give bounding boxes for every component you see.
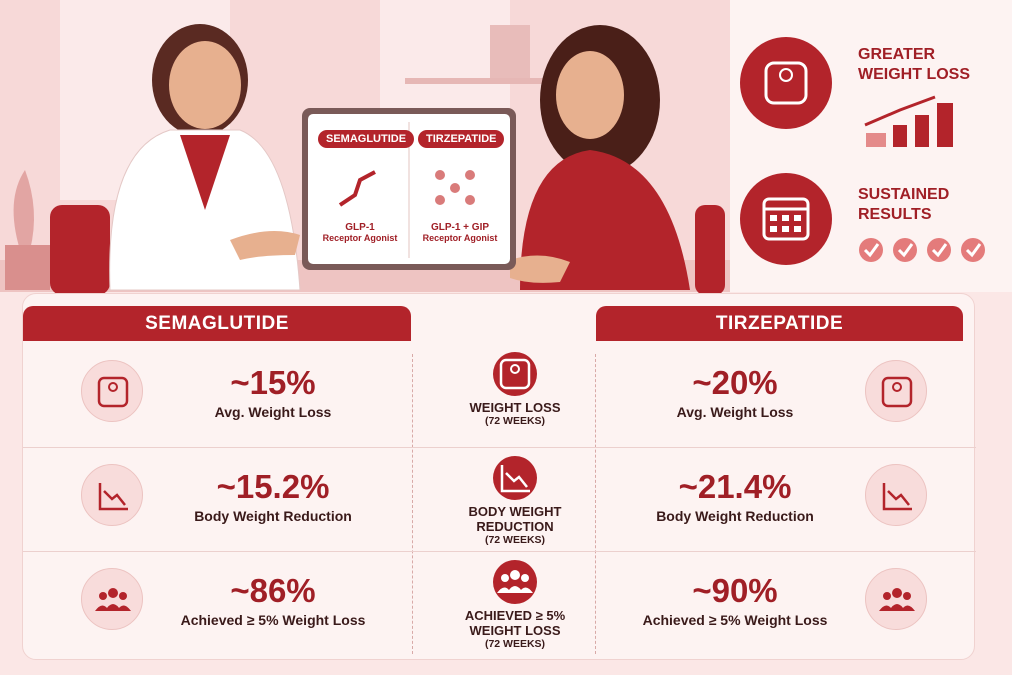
left-value: ~15.2% <box>216 468 330 505</box>
tablet-right-title: TIRZEPATIDE <box>418 130 505 148</box>
metric: BODY WEIGHT REDUCTION (72 WEEKS) <box>435 456 595 546</box>
metric-period: (72 WEEKS) <box>484 415 546 427</box>
scale-icon <box>740 37 832 129</box>
right-label: Body Weight Reduction <box>656 508 814 524</box>
comparison-row: ~86% Achieved ≥ 5% Weight Loss ~90% Achieve… <box>23 552 976 656</box>
row-icon <box>865 464 927 526</box>
hero-illustration <box>0 0 1012 295</box>
comparison-row: ~15% Avg. Weight Loss ~20% Avg. Weight Loss… <box>23 344 976 448</box>
left-value: ~86% <box>230 572 316 609</box>
right-header: TIRZEPATIDE <box>596 306 963 341</box>
comparison-row: ~15.2% Body Weight Reduction ~21.4% Body We… <box>23 448 976 552</box>
mechanism: GLP-1 <box>345 222 375 233</box>
metric-period: (72 WEEKS) <box>484 534 546 546</box>
tablet-left-title: SEMAGLUTIDE <box>318 130 415 148</box>
row-icon <box>865 360 927 422</box>
calendar-icon <box>740 173 832 265</box>
row-icon <box>81 464 143 526</box>
highlight-label: SUSTAINED RESULTS <box>858 186 950 223</box>
metric: ACHIEVED ≥ 5% WEIGHT LOSS (72 WEEKS) <box>435 560 595 650</box>
left-label: Avg. Weight Loss <box>214 404 332 420</box>
metric-name: ACHIEVED ≥ 5% WEIGHT LOSS <box>464 608 566 638</box>
row-icon <box>81 360 143 422</box>
left-label: Body Weight Reduction <box>194 508 352 524</box>
tablet-right-mechanism: GLP-1 + GIP Receptor Agonist <box>410 222 510 243</box>
metric-period: (72 WEEKS) <box>484 638 546 650</box>
right-label: Achieved ≥ 5% Weight Loss <box>642 612 828 628</box>
mechanism-detail: Receptor Agonist <box>322 233 398 243</box>
left-value: ~15% <box>230 364 316 401</box>
row-icon <box>81 568 143 630</box>
right-label: Avg. Weight Loss <box>676 404 794 420</box>
comparison-card: SEMAGLUTIDE TIRZEPATIDE ~15% Avg. Weight … <box>22 293 976 660</box>
left-label: Achieved ≥ 5% Weight Loss <box>180 612 366 628</box>
tablet-left-mechanism: GLP-1 Receptor Agonist <box>310 222 410 243</box>
metric: WEIGHT LOSS (72 WEEKS) <box>435 352 595 427</box>
metric-icon <box>493 560 537 604</box>
row-icon <box>865 568 927 630</box>
right-value: ~21.4% <box>678 468 792 505</box>
metric-name: BODY WEIGHT REDUCTION <box>468 504 562 534</box>
left-header: SEMAGLUTIDE <box>23 306 411 341</box>
metric-icon <box>493 352 537 396</box>
right-value: ~20% <box>692 364 778 401</box>
right-value: ~90% <box>692 572 778 609</box>
metric-icon <box>493 456 537 500</box>
metric-name: WEIGHT LOSS <box>469 400 561 415</box>
mechanism: GLP-1 + GIP <box>430 222 490 233</box>
mechanism-detail: Receptor Agonist <box>422 233 498 243</box>
highlight-label: GREATER WEIGHT LOSS <box>858 46 970 83</box>
